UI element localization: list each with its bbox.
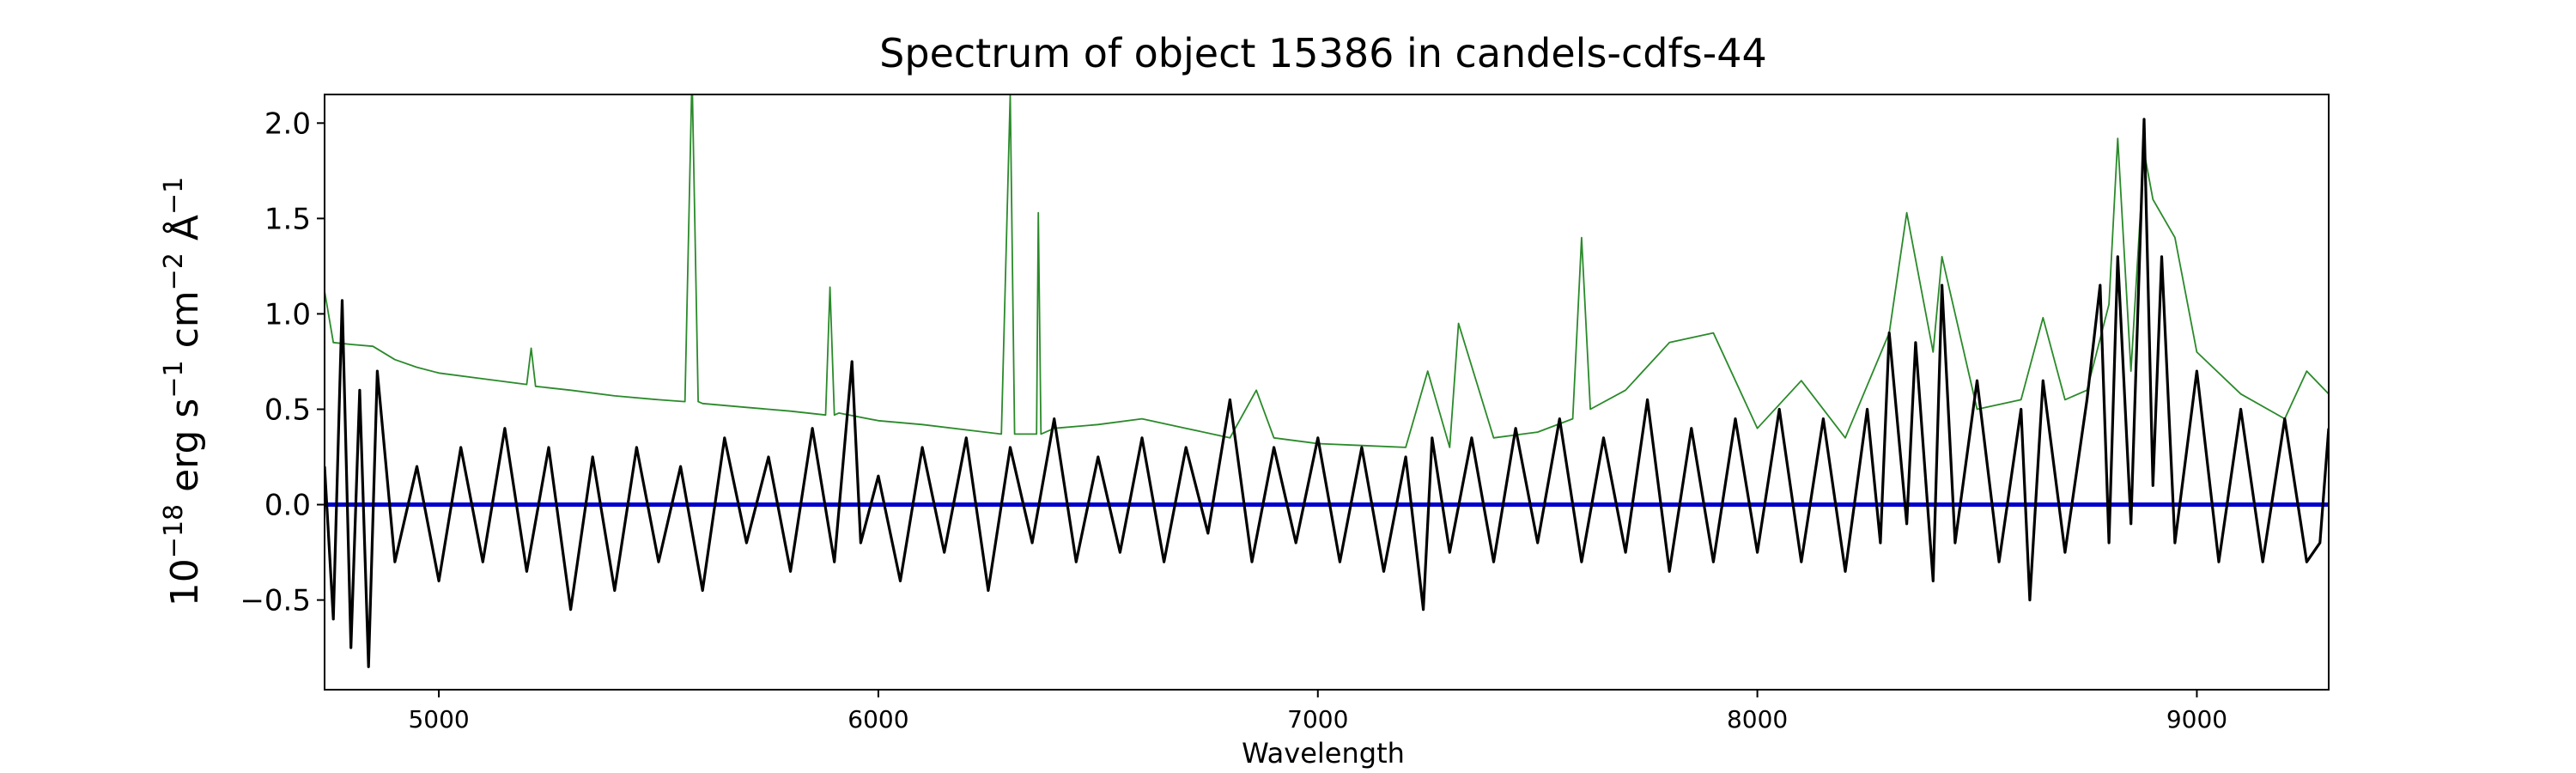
x-tick-label: 7000	[1287, 705, 1348, 733]
y-label-base-power: −18	[159, 504, 189, 558]
y-tick-label: −0.5	[240, 584, 311, 618]
y-tick-label: 1.0	[264, 297, 311, 332]
plot-frame	[324, 94, 2330, 691]
y-label-unit1-power: −1	[159, 360, 189, 398]
y-tick-label: 2.0	[264, 107, 311, 141]
y-tick-label: 1.5	[264, 202, 311, 236]
y-label-unit2-power: −2	[159, 253, 189, 290]
y-label-unit1: erg s	[163, 399, 207, 504]
x-axis-label: Wavelength	[1242, 737, 1405, 770]
chart-title: Spectrum of object 15386 in candels-cdfs…	[879, 30, 1767, 76]
y-tick-label: 0.5	[264, 393, 311, 427]
x-tick-label: 5000	[408, 705, 469, 733]
series-sky-noise	[325, 94, 2329, 448]
y-axis-label: 10−18 erg s−1 cm−2 Å−1	[159, 177, 207, 606]
x-axis: 5000 6000 7000 8000 9000	[408, 690, 2227, 733]
x-tick-label: 9000	[2166, 705, 2227, 733]
x-tick-label: 8000	[1727, 705, 1788, 733]
y-tick-label: 0.0	[264, 489, 311, 523]
series-flux	[325, 118, 2329, 668]
x-tick-label: 6000	[848, 705, 908, 733]
series-layer	[325, 94, 2329, 668]
y-label-unit3: Å	[161, 215, 207, 253]
y-label-base: 10	[163, 558, 207, 606]
y-label-unit2: cm	[163, 290, 207, 360]
y-label-unit3-power: −1	[159, 177, 189, 215]
y-axis: −0.5 0.0 0.5 1.0 1.5 2.0	[240, 107, 325, 618]
